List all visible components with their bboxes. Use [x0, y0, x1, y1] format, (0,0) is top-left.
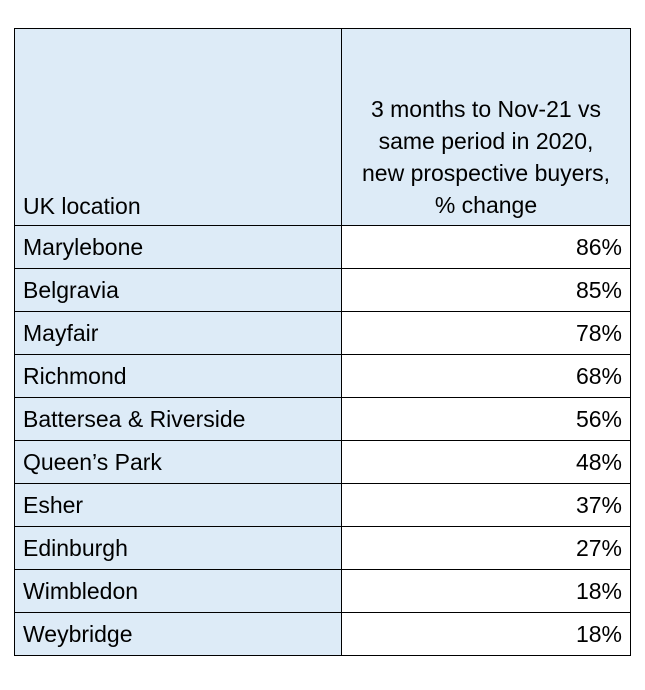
header-row: UK location 3 months to Nov-21 vs same p…	[14, 28, 631, 226]
location-cell: Edinburgh	[14, 526, 342, 570]
location-cell: Richmond	[14, 354, 342, 398]
data-table-container: UK location 3 months to Nov-21 vs same p…	[14, 28, 631, 656]
location-cell: Wimbledon	[14, 569, 342, 613]
location-cell: Esher	[14, 483, 342, 527]
table-body: Marylebone 86% Belgravia 85% Mayfair 78% Richm…	[14, 225, 631, 656]
table-row: Richmond 68%	[14, 354, 631, 398]
table-row: Mayfair 78%	[14, 311, 631, 355]
percent-change-cell: 85%	[341, 268, 631, 312]
percent-change-cell: 68%	[341, 354, 631, 398]
percent-change-cell: 48%	[341, 440, 631, 484]
location-cell: Queen’s Park	[14, 440, 342, 484]
location-cell: Mayfair	[14, 311, 342, 355]
location-cell: Battersea & Riverside	[14, 397, 342, 441]
table-row: Esher 37%	[14, 483, 631, 527]
table-row: Edinburgh 27%	[14, 526, 631, 570]
prospective-buyers-table: UK location 3 months to Nov-21 vs same p…	[14, 28, 631, 656]
percent-change-cell: 27%	[341, 526, 631, 570]
percent-change-cell: 37%	[341, 483, 631, 527]
percent-change-cell: 56%	[341, 397, 631, 441]
header-uk-location: UK location	[14, 28, 342, 226]
table-header: UK location 3 months to Nov-21 vs same p…	[14, 28, 631, 226]
table-row: Marylebone 86%	[14, 225, 631, 269]
percent-change-cell: 78%	[341, 311, 631, 355]
table-row: Queen’s Park 48%	[14, 440, 631, 484]
location-cell: Belgravia	[14, 268, 342, 312]
table-row: Belgravia 85%	[14, 268, 631, 312]
table-row: Weybridge 18%	[14, 612, 631, 656]
percent-change-cell: 18%	[341, 612, 631, 656]
header-percent-change: 3 months to Nov-21 vs same period in 202…	[341, 28, 631, 226]
location-cell: Weybridge	[14, 612, 342, 656]
table-row: Battersea & Riverside 56%	[14, 397, 631, 441]
percent-change-cell: 18%	[341, 569, 631, 613]
location-cell: Marylebone	[14, 225, 342, 269]
percent-change-cell: 86%	[341, 225, 631, 269]
table-row: Wimbledon 18%	[14, 569, 631, 613]
